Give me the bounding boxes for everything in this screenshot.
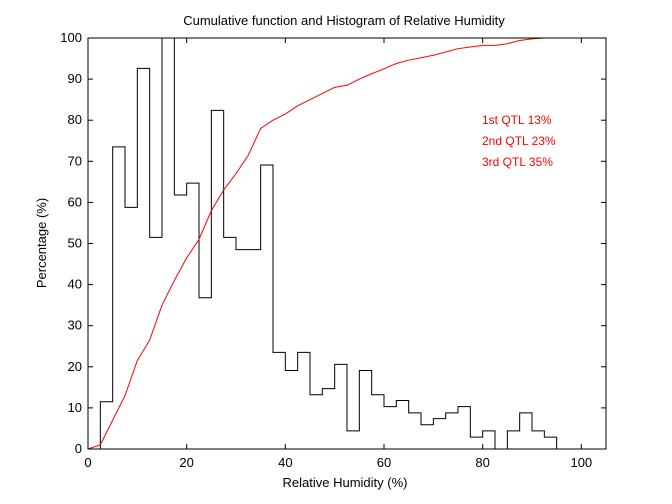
y-tick-label: 60 — [68, 194, 82, 209]
y-tick-label: 20 — [68, 359, 82, 374]
y-tick-label: 0 — [75, 441, 82, 456]
y-tick-label: 100 — [60, 30, 82, 45]
x-axis-label: Relative Humidity (%) — [283, 475, 408, 490]
x-tick-label: 40 — [278, 455, 292, 470]
y-tick-label: 90 — [68, 71, 82, 86]
y-tick-label: 70 — [68, 153, 82, 168]
y-tick-label: 30 — [68, 318, 82, 333]
x-tick-label: 0 — [84, 455, 91, 470]
x-tick-label: 100 — [570, 455, 592, 470]
annotation-q1: 1st QTL 13% — [482, 113, 552, 127]
y-tick-label: 50 — [68, 236, 82, 251]
annotation-q2: 2nd QTL 23% — [482, 134, 556, 148]
chart-title: Cumulative function and Histogram of Rel… — [183, 13, 505, 28]
x-tick-label: 60 — [377, 455, 391, 470]
y-tick-label: 10 — [68, 400, 82, 415]
x-axis: 0 20 40 60 80 100 — [84, 38, 592, 470]
x-tick-label: 80 — [475, 455, 489, 470]
y-axis: 0 10 20 30 40 50 60 70 80 90 100 — [60, 30, 606, 456]
y-axis-label: Percentage (%) — [34, 198, 49, 288]
cumulative-series — [87, 37, 545, 450]
cumulative-layer — [87, 37, 545, 450]
y-tick-label: 40 — [68, 277, 82, 292]
histogram-layer — [88, 37, 558, 450]
x-tick-label: 20 — [179, 455, 193, 470]
annotation-q3: 3rd QTL 35% — [482, 155, 553, 169]
histogram-series — [88, 37, 558, 450]
y-tick-label: 80 — [68, 112, 82, 127]
